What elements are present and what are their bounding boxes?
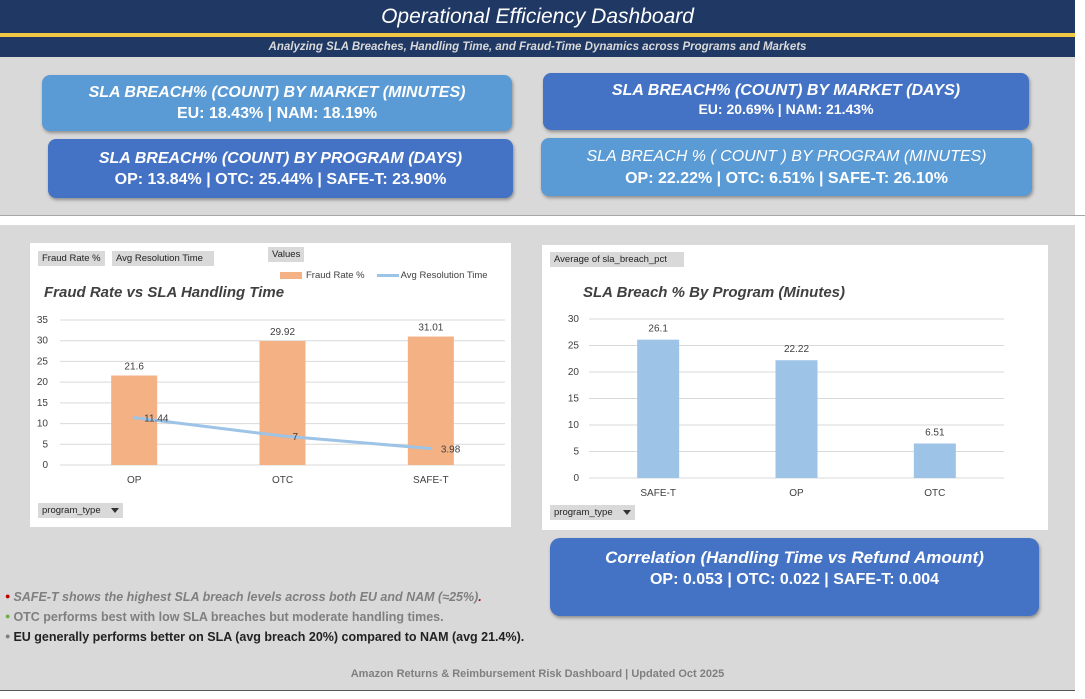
bar-sla-breach (637, 339, 680, 478)
note-text: EU generally performs better on SLA (avg… (13, 630, 525, 644)
x-tick-label: OP (789, 488, 804, 499)
sla-breach-by-program-chart: 0 5 10 15 20 25 30 26.1 SAFE-T 22.22 OP 6.51 OTC (568, 314, 1004, 499)
y-tick-label: 15 (37, 398, 49, 409)
filter-label: program_type (42, 505, 101, 516)
kpi-value: OP: 13.84% | OTC: 25.44% | SAFE-T: 23.90… (114, 171, 447, 188)
correlation-title: Correlation (Handling Time vs Refund Amo… (605, 548, 984, 567)
field-tag-avg-resolution[interactable]: Avg Resolution Time (112, 251, 214, 266)
program-type-filter[interactable]: program_type (550, 505, 635, 520)
insight-note: ● EU generally performs better on SLA (av… (5, 630, 524, 644)
kpi-card-market-minutes[interactable]: SLA BREACH% (COUNT) BY MARKET (MINUTES) … (42, 75, 512, 131)
y-tick-label: 5 (42, 439, 48, 450)
note-trail: . (478, 590, 482, 604)
sla-breach-by-program-chart-panel[interactable]: Average of sla_breach_pct SLA Breach % B… (542, 245, 1048, 530)
y-tick-label: 30 (568, 314, 580, 325)
kpi-card-program-minutes[interactable]: SLA BREACH % ( COUNT ) BY PROGRAM (MINUT… (541, 138, 1032, 196)
y-tick-label: 20 (37, 377, 49, 388)
note-text: SAFE-T shows the highest SLA breach leve… (13, 590, 479, 604)
line-data-label: 11.44 (144, 414, 169, 425)
dashboard-subtitle: Analyzing SLA Breaches, Handling Time, a… (0, 37, 1075, 57)
correlation-card[interactable]: Correlation (Handling Time vs Refund Amo… (550, 538, 1039, 616)
bar-sla-breach (913, 443, 956, 478)
bullet-icon: ● (5, 611, 11, 621)
insight-note: ● OTC performs best with low SLA breaches… (5, 610, 444, 624)
line-point (281, 434, 284, 438)
field-tag-fraud-rate[interactable]: Fraud Rate % (38, 251, 105, 266)
bar-data-label: 21.6 (124, 362, 144, 373)
x-tick-label: SAFE-T (413, 475, 449, 486)
y-tick-label: 5 (573, 447, 579, 458)
chart-title: SLA Breach % By Program (Minutes) (583, 284, 845, 301)
bullet-icon: ● (5, 631, 11, 641)
header-accent-line (0, 33, 1075, 37)
bar-data-label: 22.22 (784, 344, 809, 355)
bullet-icon: ● (5, 591, 11, 601)
y-tick-label: 20 (568, 367, 580, 378)
chart-title: Fraud Rate vs SLA Handling Time (44, 284, 285, 301)
bar-data-label: 29.92 (270, 327, 295, 338)
y-tick-label: 25 (37, 356, 49, 367)
correlation-value: OP: 0.053 | OTC: 0.022 | SAFE-T: 0.004 (649, 571, 940, 588)
kpi-value: OP: 22.22% | OTC: 6.51% | SAFE-T: 26.10% (625, 170, 948, 187)
kpi-title: SLA BREACH % ( COUNT ) BY PROGRAM (MINUT… (586, 148, 987, 165)
program-type-filter[interactable]: program_type (38, 503, 123, 518)
filter-label: program_type (554, 507, 613, 518)
legend-swatch-fraud (280, 272, 302, 279)
note-text: OTC performs best with low SLA breaches … (13, 610, 444, 624)
line-data-label: 3.98 (441, 445, 461, 456)
y-tick-label: 10 (568, 420, 580, 431)
y-tick-label: 0 (42, 460, 48, 471)
chevron-down-icon (110, 507, 119, 513)
y-tick-label: 25 (568, 341, 580, 352)
insight-note: ● SAFE-T shows the highest SLA breach lev… (5, 590, 482, 604)
y-tick-label: 10 (37, 419, 49, 430)
y-tick-label: 15 (568, 394, 580, 405)
line-point (132, 416, 136, 420)
footer-divider (0, 690, 1075, 691)
kpi-title: SLA BREACH% (COUNT) BY PROGRAM (DAYS) (98, 150, 463, 167)
legend-label-resolution: Avg Resolution Time (400, 270, 488, 281)
line-data-label: 7 (293, 432, 299, 443)
bar-fraud-rate (407, 336, 454, 465)
x-tick-label: OP (127, 475, 142, 486)
footer-text: Amazon Returns & Reimbursement Risk Dash… (350, 668, 725, 680)
legend-label-fraud: Fraud Rate % (306, 270, 365, 281)
kpi-title: SLA BREACH% (COUNT) BY MARKET (DAYS) (611, 82, 961, 99)
legend-swatch-resolution (376, 274, 399, 277)
kpi-value: EU: 20.69% | NAM: 21.43% (698, 101, 874, 117)
bar-sla-breach (775, 360, 818, 478)
bar-fraud-rate (259, 341, 306, 465)
bar-data-label: 31.01 (418, 323, 443, 334)
kpi-card-program-days[interactable]: SLA BREACH% (COUNT) BY PROGRAM (DAYS) OP… (48, 139, 513, 198)
x-tick-label: SAFE-T (640, 488, 676, 499)
chart-legend: Fraud Rate % Avg Resolution Time (280, 270, 488, 281)
bar-data-label: 6.51 (925, 427, 945, 438)
line-point (429, 447, 433, 451)
chevron-down-icon (622, 509, 631, 515)
y-tick-label: 35 (37, 315, 49, 326)
values-tag[interactable]: Values (268, 247, 305, 262)
kpi-title: SLA BREACH% (COUNT) BY MARKET (MINUTES) (88, 84, 466, 101)
fraud-vs-handling-chart: 0 5 10 15 20 25 30 35 21.6 OP 29.92 OTC 31.01 SAFE-T 1… (37, 315, 505, 486)
field-tag-sla-breach[interactable]: Average of sla_breach_pct (550, 252, 684, 267)
y-tick-label: 30 (37, 336, 49, 347)
bar-data-label: 26.1 (648, 324, 668, 335)
kpi-value: EU: 18.43% | NAM: 18.19% (176, 105, 378, 122)
section-divider (0, 215, 1085, 225)
y-tick-label: 0 (573, 473, 579, 484)
x-tick-label: OTC (272, 475, 293, 486)
dashboard-title: Operational Efficiency Dashboard (0, 0, 1075, 33)
kpi-card-market-days[interactable]: SLA BREACH% (COUNT) BY MARKET (DAYS) EU:… (543, 73, 1029, 130)
fraud-vs-handling-chart-panel[interactable]: Fraud Rate % Avg Resolution Time Values … (30, 243, 511, 527)
x-tick-label: OTC (924, 488, 945, 499)
